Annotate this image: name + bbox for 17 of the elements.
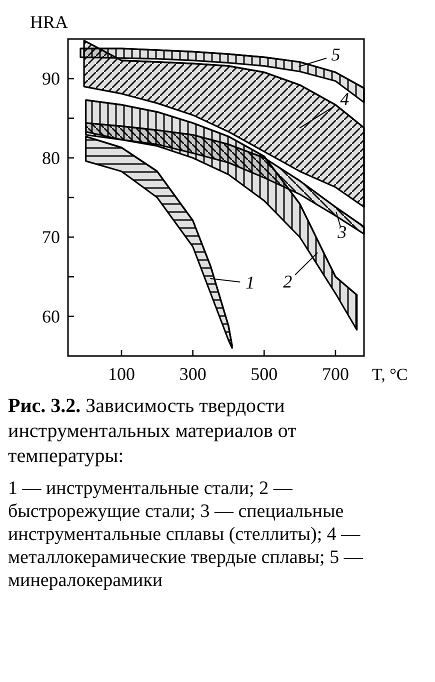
legend-label: 3 [336, 222, 347, 242]
y-tick-label: 70 [42, 227, 60, 248]
x-tick-label: 100 [108, 364, 135, 384]
text: Рис. 3.2. Зависимость твердости инструментальных материалов от температуры: [8, 394, 298, 469]
y-tick-label: 90 [42, 68, 60, 89]
legend-label: 5 [331, 44, 340, 65]
y-tick-label: 60 [42, 306, 60, 326]
x-tick-label: 300 [179, 364, 206, 384]
text: 1 — инструментальные стали; 2 — быстрорежущие стали; 3 — специальные инструментальные сплавы (стеллиты); 4 — металлокерамические твердые сплавы; 5 — минералокерамики [8, 477, 364, 592]
x-axis-title: T, °C [372, 365, 408, 384]
legend-label: 1 [246, 272, 255, 293]
y-tick-label: 80 [42, 148, 60, 168]
series-label: 4 [340, 89, 350, 110]
text: 2 [283, 272, 292, 292]
x-tick-label: 500 [250, 364, 278, 384]
y-axis-title: HRA [30, 12, 68, 32]
x-tick-label: 700 [322, 364, 349, 384]
